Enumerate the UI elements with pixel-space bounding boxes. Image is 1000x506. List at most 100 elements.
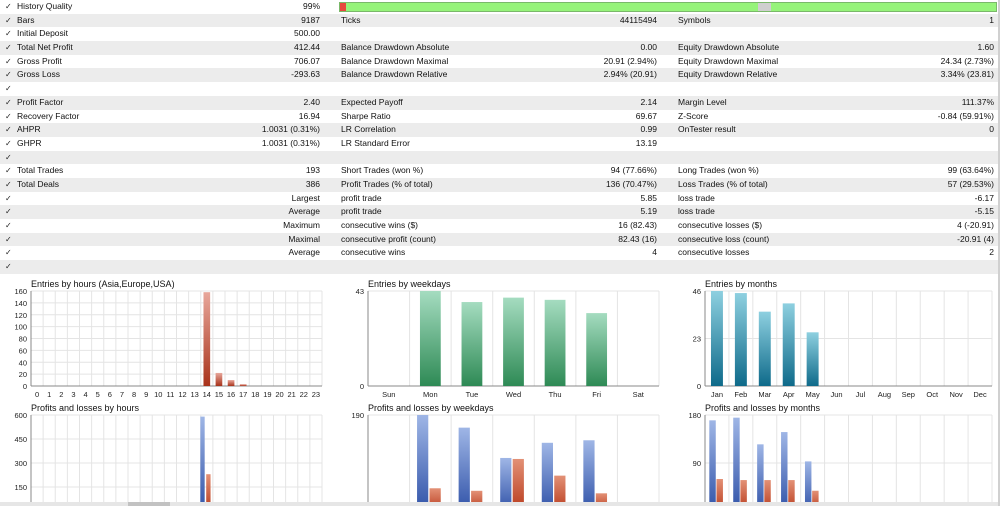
stat-c2v: 16 (82.43)	[618, 220, 657, 230]
stat-c2v: 0.99	[640, 124, 657, 135]
stat-c3v: -6.17	[974, 192, 994, 203]
check-icon: ✓	[5, 179, 12, 189]
bar-Apr	[782, 303, 795, 386]
stat-c2v: 136 (70.47%)	[605, 178, 657, 189]
y-tick-label: 180	[688, 411, 701, 420]
bar-Wed	[503, 297, 524, 386]
x-tick-label: 12	[178, 390, 186, 399]
stat-c3l: consecutive losses ($)	[678, 220, 763, 230]
x-tick-label: 7	[120, 390, 124, 399]
y-tick-label: 90	[693, 459, 701, 468]
stats-row: ✓	[0, 260, 998, 274]
stat-c3v: 99 (63.64%)	[947, 165, 994, 176]
x-tick-label: 14	[203, 390, 211, 399]
stat-c1v: 386	[305, 178, 320, 189]
stat-c2v: 44115494	[619, 14, 657, 25]
report-stats-table: ✓ History Quality 99% ✓ Bars 9187 Ticks 4411…	[0, 0, 998, 274]
chart-1: Entries by weekdays 0 43 Sun Mon Tue Wed Thu Fri…	[356, 279, 660, 399]
stat-c3v: 1.60	[977, 42, 994, 53]
stats-row: ✓ GHPR 1.0031 (0.31%) LR Standard Error 13.1…	[0, 137, 998, 151]
stat-c1l: Recovery Factor	[17, 110, 80, 121]
stats-row: ✓ Maximal consecutive profit (count) 82.43 …	[0, 232, 998, 247]
stat-c2v: 5.19	[640, 206, 657, 217]
stat-c2l: Short Trades (won %)	[341, 165, 424, 176]
loss-bar-Fri	[595, 493, 608, 506]
check-icon: ✓	[5, 262, 12, 272]
x-tick-label: Tue	[466, 390, 479, 399]
bar-Tue	[461, 302, 483, 386]
chart-title: Entries by weekdays	[368, 279, 451, 289]
profit-bar-Mar	[757, 444, 764, 506]
check-icon: ✓	[5, 221, 12, 230]
stat-c1v: 412.44	[294, 42, 320, 53]
stat-c1l: AHPR	[17, 124, 41, 135]
stat-c2l: Ticks	[341, 14, 361, 25]
x-tick-label: Mar	[758, 390, 771, 399]
x-tick-label: 3	[71, 390, 75, 399]
profit-bar-Fri	[583, 440, 595, 506]
x-tick-label: Mon	[423, 390, 438, 399]
stat-c1v: Maximal	[288, 233, 320, 244]
stats-row: ✓ Bars 9187 Ticks 44115494 Symbols 1	[0, 13, 998, 28]
stat-c2v: 20.91 (2.94%)	[603, 55, 657, 66]
chart-title: Entries by hours (Asia,Europe,USA)	[31, 279, 175, 289]
bar-Thu	[544, 299, 566, 386]
x-tick-label: Wed	[506, 390, 521, 399]
scrollbar-thumb[interactable]	[128, 502, 170, 506]
stats-row: ✓ AHPR 1.0031 (0.31%) LR Correlation 0.99 OnT…	[0, 123, 998, 137]
x-tick-label: 16	[227, 390, 235, 399]
y-tick-label: 300	[14, 459, 27, 468]
history-quality-value: 99%	[302, 1, 320, 11]
horizontal-scrollbar[interactable]	[0, 502, 998, 506]
stat-c3l: Equity Drawdown Maximal	[678, 55, 779, 66]
y-tick-label: 80	[19, 335, 27, 344]
x-tick-label: 0	[35, 390, 39, 399]
profit-bar-Tue	[458, 427, 470, 506]
loss-bar-Thu	[554, 475, 566, 506]
stat-c2l: Expected Payoff	[341, 96, 403, 107]
check-icon: ✓	[5, 70, 12, 80]
stat-c2l: LR Standard Error	[341, 137, 410, 148]
y-tick-label: 600	[14, 411, 27, 420]
chart-0: Entries by hours (Asia,Europe,USA)020406…	[14, 279, 323, 399]
stat-c3v: 57 (29.53%)	[947, 178, 994, 189]
quality-mid-segment	[758, 3, 771, 11]
check-icon: ✓	[5, 111, 12, 121]
chart-title: Profits and losses by hours	[31, 403, 140, 413]
stat-c1l: Total Net Profit	[17, 42, 73, 53]
x-tick-label: Jun	[830, 390, 842, 399]
x-tick-label: 9	[144, 390, 148, 399]
x-tick-label: Aug	[878, 390, 891, 399]
check-icon: ✓	[5, 43, 12, 53]
stat-c2v: 69.67	[635, 110, 657, 121]
stat-c3v: 2	[989, 247, 994, 258]
stat-c2l: consecutive wins ($)	[341, 220, 419, 230]
x-tick-label: Sun	[382, 390, 395, 399]
stat-c3l: Long Trades (won %)	[678, 165, 759, 176]
y-tick-label: 20	[19, 370, 27, 379]
y-tick-label: 100	[14, 323, 27, 332]
stat-c2l: consecutive profit (count)	[341, 233, 436, 244]
stat-c1v: 193	[305, 165, 320, 176]
bar-Mon	[419, 291, 441, 386]
loss-bar-May	[812, 490, 819, 506]
stat-c1l: Total Deals	[17, 178, 60, 189]
stat-c3v: -5.15	[974, 206, 994, 217]
y-tick-label: 40	[19, 358, 27, 367]
check-icon: ✓	[5, 207, 12, 217]
x-tick-label: Fri	[592, 390, 601, 399]
x-tick-label: 2	[59, 390, 63, 399]
stat-c3v: 0	[989, 124, 994, 135]
x-tick-label: 4	[83, 390, 87, 399]
stat-c3v: 3.34% (23.81)	[940, 69, 994, 80]
profit-bar-May	[804, 461, 812, 506]
chart-title: Profits and losses by weekdays	[368, 403, 494, 413]
bar-17	[239, 384, 247, 386]
pl-bar-14	[206, 474, 211, 506]
x-tick-label: Thu	[549, 390, 562, 399]
stat-c2v: 82.43 (16)	[618, 233, 657, 244]
x-tick-label: 1	[47, 390, 51, 399]
stats-row-history-quality: ✓ History Quality 99%	[0, 0, 998, 14]
stat-c1l: Bars	[17, 14, 35, 25]
chart-5: Profits and losses by months 90 180	[688, 403, 993, 506]
